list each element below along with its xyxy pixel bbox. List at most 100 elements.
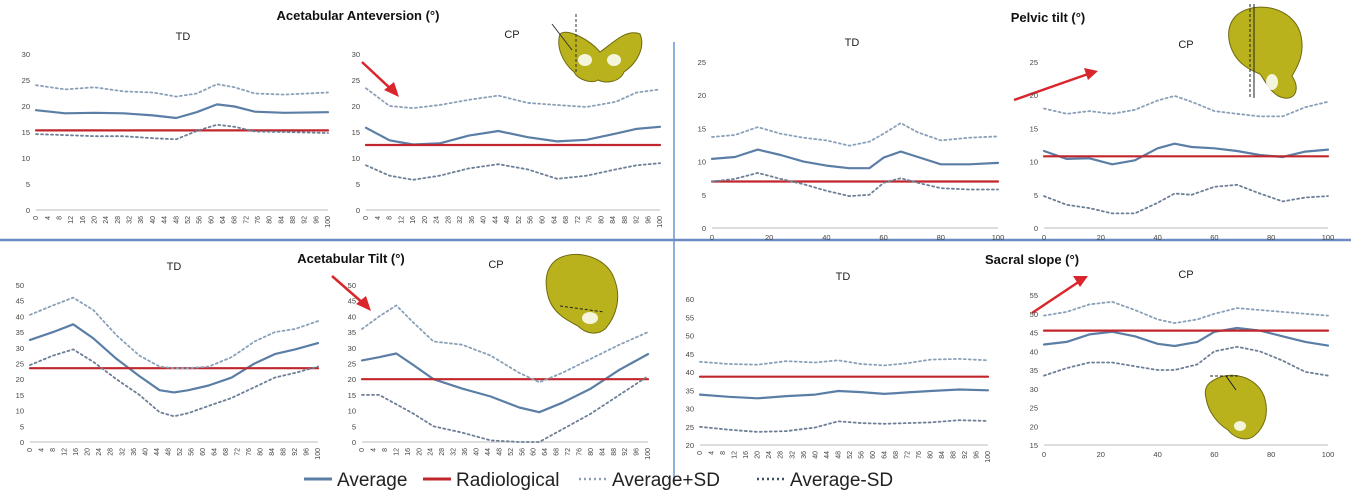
x-tick-label: 60: [1210, 450, 1218, 459]
x-tick-label: 76: [576, 448, 583, 456]
y-tick-label: 30: [22, 50, 30, 59]
x-tick-label: 48: [165, 448, 172, 456]
x-tick-label: 36: [462, 448, 469, 456]
y-tick-label: 25: [1030, 404, 1038, 413]
x-tick-label: 40: [812, 451, 819, 459]
y-tick-label: 45: [16, 297, 24, 306]
x-tick-label: 88: [611, 448, 618, 456]
x-tick-label: 96: [645, 216, 652, 224]
x-tick-label: 60: [531, 448, 538, 456]
x-tick-label: 40: [142, 448, 149, 456]
x-tick-label: 92: [634, 216, 641, 224]
x-tick-label: 80: [588, 448, 595, 456]
series-line-average-minus-sd: [1043, 345, 1329, 377]
y-tick-label: 50: [1030, 310, 1038, 319]
y-tick-label: 30: [16, 344, 24, 353]
x-tick-label: 48: [496, 448, 503, 456]
y-tick-label: 30: [348, 344, 356, 353]
y-tick-label: 20: [1030, 91, 1038, 100]
arrow-annotation-aa: [361, 61, 399, 97]
y-tick-label: 10: [698, 158, 706, 167]
x-tick-label: 84: [269, 448, 276, 456]
x-tick-label: 28: [108, 448, 115, 456]
y-tick-label: 45: [1030, 329, 1038, 338]
y-tick-label: 5: [352, 422, 356, 431]
chart-ss_cp: CP 15 20 25 30 35 40 45 50 55 0 20 40 60 80 100: [1030, 269, 1335, 459]
y-tick-label: 60: [686, 295, 694, 304]
series-line-average-minus-sd: [29, 348, 319, 418]
x-tick-label: 32: [451, 448, 458, 456]
x-tick-label: 88: [951, 451, 958, 459]
x-tick-label: 44: [485, 448, 492, 456]
x-tick-label: 96: [974, 451, 981, 459]
section-title-sacral-slope: Sacral slope (°): [985, 252, 1079, 267]
x-tick-label: 20: [92, 216, 99, 224]
y-tick-label: 50: [348, 281, 356, 290]
x-tick-label: 48: [173, 216, 180, 224]
y-tick-label: 35: [16, 328, 24, 337]
x-tick-label: 12: [68, 216, 75, 224]
y-tick-label: 20: [16, 375, 24, 384]
x-tick-label: 48: [835, 451, 842, 459]
y-tick-label: 45: [686, 350, 694, 359]
x-tick-label: 80: [928, 451, 935, 459]
y-tick-label: 25: [352, 76, 360, 85]
series-line-average-plus-minus-sd: [699, 357, 989, 367]
x-tick-label: 92: [302, 216, 309, 224]
x-tick-label: 80: [1267, 233, 1275, 242]
y-tick-label: 30: [352, 50, 360, 59]
pelvis-lateral-illustration-ss: [1204, 374, 1267, 440]
x-tick-label: 0: [363, 216, 370, 220]
x-tick-label: 32: [119, 448, 126, 456]
y-tick-label: 10: [352, 154, 360, 163]
x-tick-label: 0: [697, 451, 704, 455]
x-tick-label: 32: [789, 451, 796, 459]
legend-label-minus-sd: Average-SD: [790, 470, 893, 491]
y-tick-label: 25: [698, 58, 706, 67]
x-tick-label: 40: [474, 448, 481, 456]
y-tick-label: 35: [348, 328, 356, 337]
series-line-average-minus-sd: [711, 171, 999, 198]
chart-at_td: TD 0 5 10 15 20 25 30 35 40 45 50 0 4 8 12 16 20 24 28 32 36 4…: [16, 261, 322, 460]
x-tick-label: 64: [542, 448, 549, 456]
x-tick-label: 8: [50, 448, 57, 452]
x-tick-label: 84: [599, 448, 606, 456]
x-tick-label: 56: [197, 216, 204, 224]
arrow-annotation-pt: [1013, 68, 1098, 102]
x-tick-label: 8: [387, 216, 394, 220]
legend: Average Radiological Average+SD Average-…: [304, 470, 893, 491]
series-line-average: [28, 323, 320, 394]
section-title-pelvic-tilt: Pelvic tilt (°): [1011, 10, 1086, 25]
x-tick-label: 40: [481, 216, 488, 224]
x-tick-label: 0: [359, 448, 366, 452]
x-tick-label: 20: [85, 448, 92, 456]
x-tick-label: 40: [1153, 233, 1161, 242]
y-tick-label: 15: [698, 124, 706, 133]
chart-title-ss_cp: CP: [1178, 269, 1193, 281]
x-tick-label: 68: [232, 216, 239, 224]
x-tick-label: 0: [710, 233, 714, 242]
y-tick-label: 40: [686, 368, 694, 377]
x-tick-label: 4: [709, 451, 716, 455]
x-tick-label: 40: [822, 233, 830, 242]
arrow-annotation-at: [331, 275, 371, 311]
section-title-acetabular-anteversion: Acetabular Anteversion (°): [277, 8, 440, 23]
y-tick-label: 15: [16, 391, 24, 400]
x-tick-label: 72: [565, 448, 572, 456]
y-tick-label: 35: [686, 386, 694, 395]
chart-pt_td: TD 0 5 10 15 20 25 0 20 40 60 80 100: [698, 37, 1005, 242]
x-tick-label: 20: [422, 216, 429, 224]
y-tick-label: 55: [686, 313, 694, 322]
series-line-average-minus-sd: [699, 419, 989, 433]
x-tick-label: 44: [824, 451, 831, 459]
series-line-average-plus-minus-sd: [1043, 95, 1329, 118]
series-line-average-plus-minus-sd: [711, 122, 999, 147]
x-tick-label: 60: [208, 216, 215, 224]
y-tick-label: 10: [22, 154, 30, 163]
series-line-average: [698, 388, 990, 400]
y-tick-label: 25: [22, 76, 30, 85]
x-tick-label: 100: [992, 233, 1005, 242]
